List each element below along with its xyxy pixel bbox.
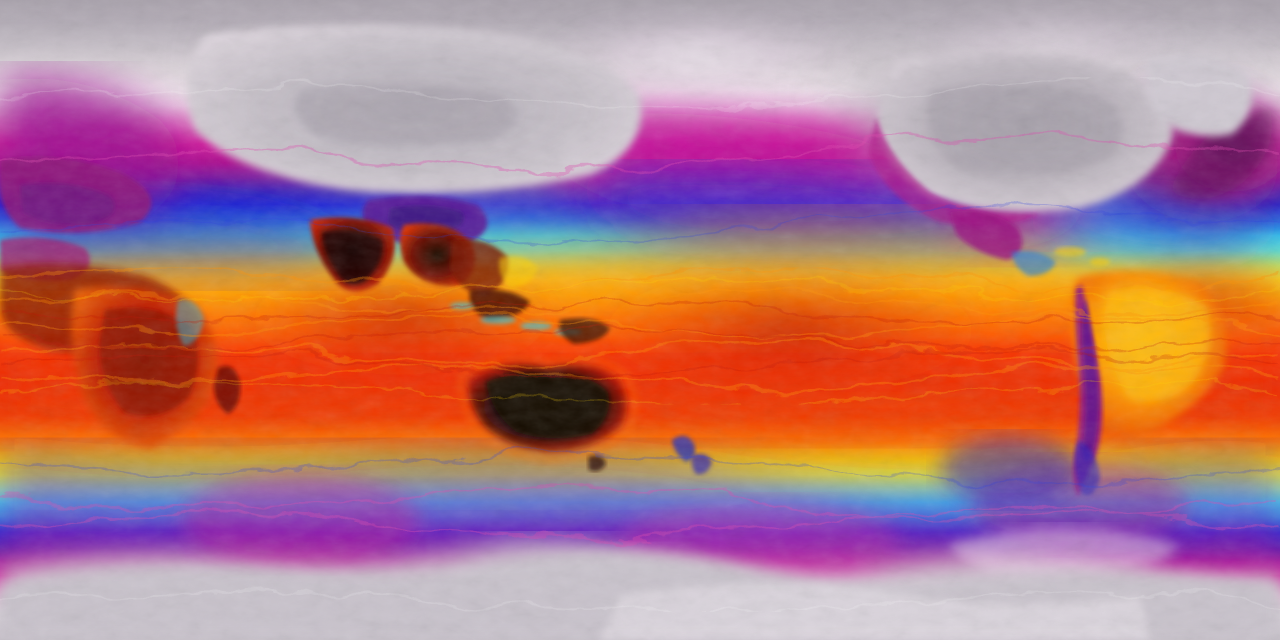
landmass-north-africa bbox=[0, 264, 193, 353]
antarctic-coast-edge bbox=[0, 541, 1280, 640]
landmass-africa bbox=[71, 287, 241, 448]
landmass-north-america bbox=[868, 53, 1253, 276]
northern-cold-lobes bbox=[240, 39, 1276, 233]
tropical-band-lower-edge bbox=[0, 360, 1280, 441]
north-atlantic-cyclone bbox=[1164, 89, 1280, 201]
tropical-warm-cores bbox=[240, 245, 1280, 398]
southern-ocean-cyclones bbox=[180, 436, 1190, 581]
tropical-filaments bbox=[0, 266, 1280, 405]
polar-filaments bbox=[0, 76, 1280, 613]
tropical-band-upper-edge bbox=[0, 216, 1280, 340]
southern-cold-undulation bbox=[0, 450, 1280, 575]
landmass-south-america bbox=[1054, 247, 1228, 496]
landmass-antarctica bbox=[0, 550, 1280, 640]
landmass-new-zealand bbox=[672, 435, 712, 475]
landmass-india bbox=[310, 217, 395, 292]
landmass-arabia bbox=[400, 223, 475, 287]
magenta-ring-excursions bbox=[0, 78, 1280, 250]
arctic-swirls bbox=[210, 6, 1180, 108]
landmass-asia bbox=[187, 25, 642, 245]
landmass-indonesia bbox=[450, 239, 610, 344]
landmass-australia bbox=[458, 355, 638, 472]
blue-band-undulation bbox=[0, 170, 1271, 280]
landmass-europe bbox=[0, 156, 152, 281]
